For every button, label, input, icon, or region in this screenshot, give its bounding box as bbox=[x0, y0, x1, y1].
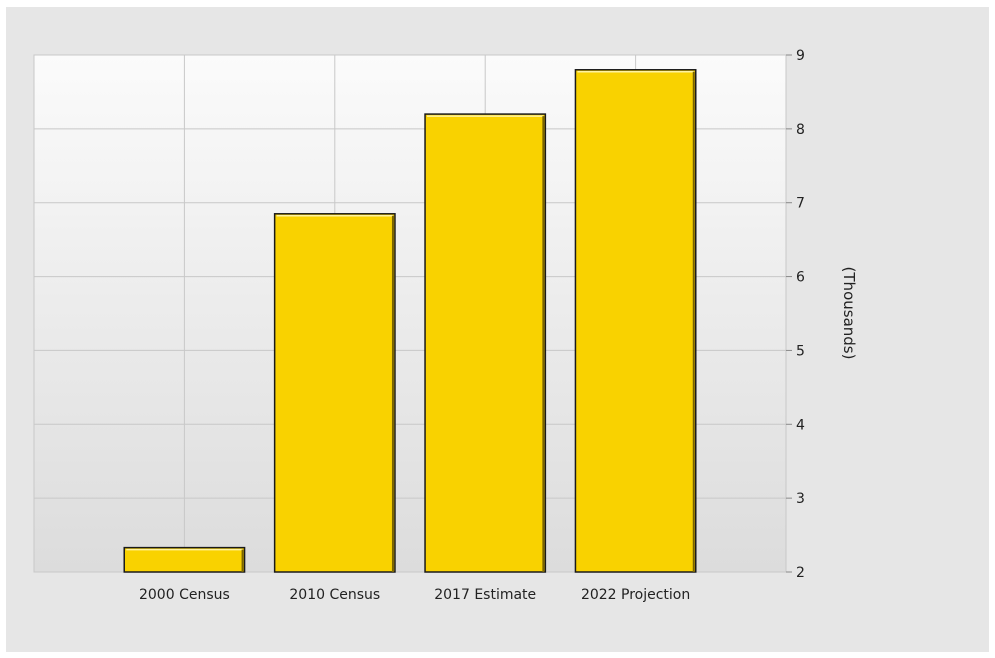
y-tick-label: 7 bbox=[796, 196, 805, 212]
y-axis-ticks: 2 3 4 5 6 7 8 9 bbox=[786, 48, 805, 581]
chart-frame: 2 3 4 5 6 7 8 9 2000 Census 2010 Census 2017 Esti… bbox=[6, 7, 989, 652]
bars bbox=[123, 69, 697, 573]
bar bbox=[273, 213, 396, 573]
y-tick-label: 5 bbox=[796, 343, 805, 359]
y-tick-label: 3 bbox=[796, 491, 805, 507]
x-axis-categories: 2000 Census 2010 Census 2017 Estimate 2022 … bbox=[139, 587, 690, 603]
bar bbox=[424, 113, 547, 573]
x-category-label: 2000 Census bbox=[139, 587, 230, 603]
y-tick-label: 9 bbox=[796, 48, 805, 64]
bar-chart: 2 3 4 5 6 7 8 9 2000 Census 2010 Census 2017 Esti… bbox=[33, 48, 858, 603]
x-category-label: 2022 Projection bbox=[581, 587, 690, 603]
y-tick-label: 2 bbox=[796, 565, 805, 581]
bar bbox=[123, 546, 246, 573]
y-tick-label: 4 bbox=[796, 417, 805, 433]
y-tick-label: 8 bbox=[796, 122, 805, 138]
y-tick-label: 6 bbox=[796, 270, 805, 286]
x-category-label: 2010 Census bbox=[289, 587, 380, 603]
x-category-label: 2017 Estimate bbox=[434, 587, 536, 603]
bar bbox=[574, 69, 697, 573]
y-axis-title: (Thousands) bbox=[840, 267, 858, 360]
